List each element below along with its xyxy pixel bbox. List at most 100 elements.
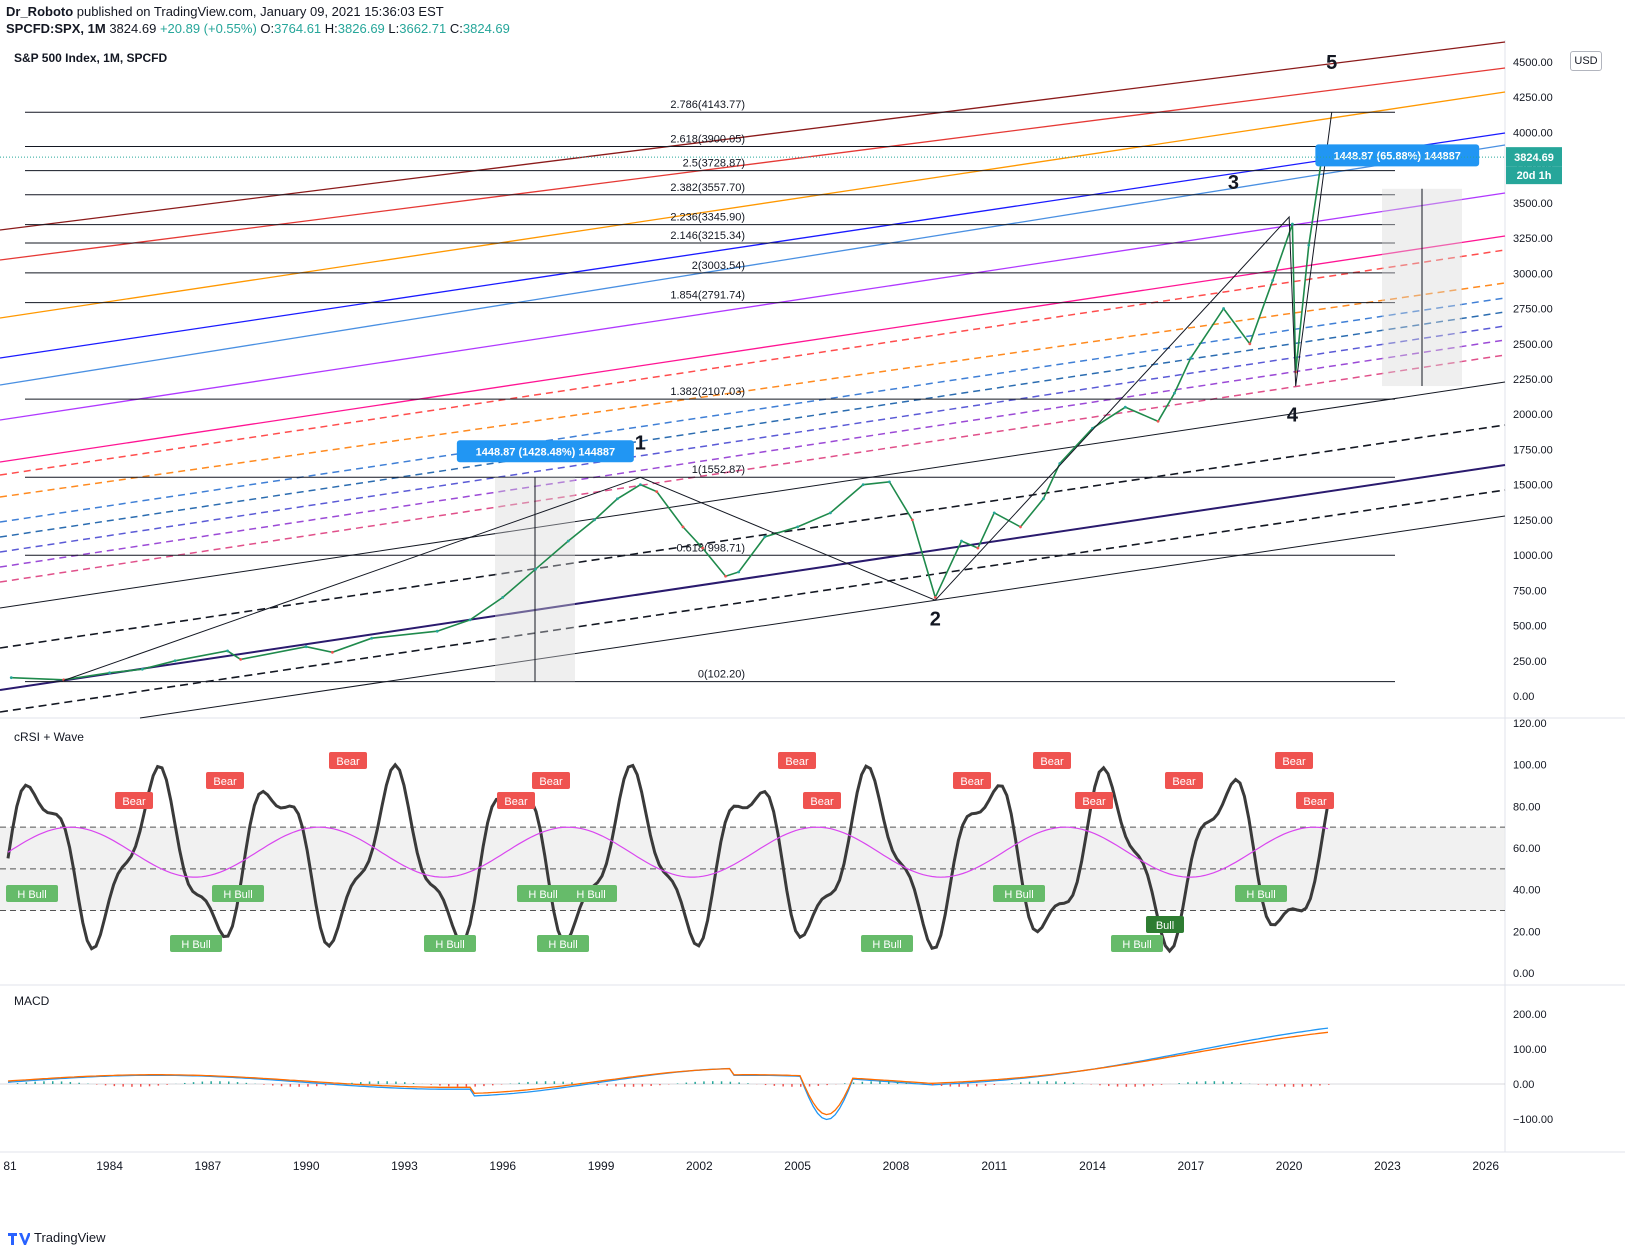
- macd-histogram-bar: [764, 1084, 767, 1086]
- wave-label: 2: [930, 609, 941, 631]
- price-point: [1189, 356, 1193, 360]
- price-point: [173, 659, 177, 663]
- price-point: [1291, 222, 1294, 226]
- macd-histogram-bar: [43, 1081, 45, 1084]
- crsi-marker-box: [1275, 752, 1313, 769]
- macd-histogram-bar: [606, 1084, 608, 1086]
- macd-histogram-bar: [914, 1083, 916, 1084]
- crsi-marker-text: Bear: [960, 776, 984, 788]
- macd-histogram-bar: [307, 1084, 309, 1087]
- macd-histogram-bar: [1028, 1081, 1031, 1084]
- fib-level-label: 2.5(3728.87): [683, 158, 745, 170]
- macd-histogram-bar: [536, 1081, 538, 1084]
- crsi-marker-box: [212, 885, 264, 902]
- trend-line: [139, 515, 1506, 719]
- channel-line: [0, 41, 1506, 231]
- crsi-axis-tick: 100.00: [1513, 760, 1547, 772]
- crsi-marker-box: [565, 885, 617, 902]
- crsi-marker-box: [1146, 916, 1184, 933]
- currency-badge[interactable]: USD: [1570, 51, 1602, 71]
- fib-level-label: 2(3003.54): [692, 260, 745, 272]
- macd-histogram-bar: [192, 1082, 195, 1084]
- macd-histogram-bar: [1064, 1081, 1066, 1084]
- crsi-marker-text: H Bull: [223, 889, 252, 901]
- macd-histogram-bar: [1152, 1084, 1154, 1086]
- macd-axis-tick: 0.00: [1513, 1079, 1534, 1091]
- macd-histogram-bar: [368, 1081, 371, 1084]
- crsi-marker-text: H Bull: [181, 939, 210, 951]
- crsi-marker-box: [170, 935, 222, 952]
- crsi-marker-box: [953, 772, 991, 789]
- price-point: [861, 483, 865, 487]
- close-value: 3824.69: [462, 21, 510, 36]
- crsi-marker-box: [803, 792, 841, 809]
- macd-histogram-bar: [1222, 1081, 1224, 1084]
- price-point: [638, 483, 642, 487]
- channel-dashed-line: [0, 354, 1506, 583]
- macd-histogram-bar: [993, 1084, 996, 1086]
- time-axis-tick: 1996: [489, 1159, 516, 1173]
- crsi-marker-text: Bear: [1082, 796, 1106, 808]
- macd-histogram-bar: [1037, 1081, 1040, 1084]
- fib-level-label: 2.786(4143.77): [670, 99, 745, 111]
- time-axis-tick: 2005: [784, 1159, 811, 1173]
- macd-histogram-bar: [562, 1081, 564, 1084]
- wave-label: 4: [1287, 404, 1299, 426]
- crsi-marker-box: [497, 792, 535, 809]
- crsi-marker-text: Bear: [1282, 756, 1306, 768]
- macd-histogram-bar: [1319, 1084, 1321, 1086]
- price-point: [468, 618, 472, 622]
- price-axis-tick: 2750.00: [1513, 304, 1553, 316]
- macd-histogram-bar: [122, 1084, 124, 1087]
- price-point: [1123, 405, 1127, 409]
- macd-histogram-bar: [104, 1084, 107, 1086]
- price-point: [330, 650, 334, 654]
- price-point: [737, 570, 741, 574]
- macd-histogram-bar: [720, 1081, 723, 1084]
- macd-histogram-bar: [456, 1084, 459, 1087]
- macd-histogram-bar: [148, 1084, 151, 1087]
- fib-level-label: 2.382(3557.70): [670, 182, 745, 194]
- crsi-marker-box: [6, 885, 58, 902]
- macd-histogram-bar: [1213, 1081, 1216, 1084]
- crsi-marker-box: [115, 792, 153, 809]
- macd-histogram-bar: [60, 1081, 63, 1084]
- time-axis-tick: 1999: [588, 1159, 615, 1173]
- channel-dashed-line: [0, 249, 1506, 476]
- price-point: [593, 518, 596, 522]
- wave-label: 3: [1228, 172, 1239, 194]
- crsi-axis-tick: 40.00: [1513, 885, 1541, 897]
- macd-histogram-bar: [808, 1084, 811, 1087]
- open-label: O:: [260, 21, 275, 36]
- measure-label-text: 1448.87 (65.88%) 144887: [1334, 150, 1461, 162]
- macd-histogram-bar: [465, 1084, 468, 1087]
- crsi-marker-text: H Bull: [872, 939, 901, 951]
- crsi-marker-text: Bear: [213, 776, 237, 788]
- trend-line: [0, 464, 1506, 691]
- macd-histogram-bar: [553, 1081, 556, 1084]
- price-point: [370, 636, 374, 640]
- crsi-marker-box: [861, 935, 913, 952]
- macd-histogram-bar: [817, 1084, 820, 1086]
- macd-histogram-bar: [316, 1084, 318, 1087]
- macd-histogram-bar: [1196, 1081, 1198, 1084]
- crsi-marker-text: Bear: [122, 796, 146, 808]
- crsi-marker-box: [1165, 772, 1203, 789]
- crsi-marker-text: H Bull: [1122, 939, 1151, 951]
- crsi-axis-tick: 80.00: [1513, 801, 1541, 813]
- time-axis-tick: 2020: [1276, 1159, 1303, 1173]
- tradingview-brand[interactable]: TradingView: [34, 1230, 106, 1245]
- symbol-name[interactable]: SPCFD:SPX, 1M: [6, 21, 106, 36]
- measure-label-box: [1315, 144, 1480, 167]
- price-point: [140, 667, 144, 671]
- author-name[interactable]: Dr_Roboto: [6, 4, 74, 19]
- macd-histogram-bar: [210, 1081, 212, 1084]
- macd-histogram-bar: [861, 1081, 864, 1084]
- crsi-marker-text: Bull: [1156, 920, 1174, 932]
- price-point: [724, 574, 727, 578]
- crsi-axis-tick: 0.00: [1513, 968, 1534, 980]
- macd-histogram-bar: [747, 1083, 749, 1084]
- channel-dashed-line: [0, 311, 1506, 538]
- macd-histogram-bar: [615, 1084, 617, 1087]
